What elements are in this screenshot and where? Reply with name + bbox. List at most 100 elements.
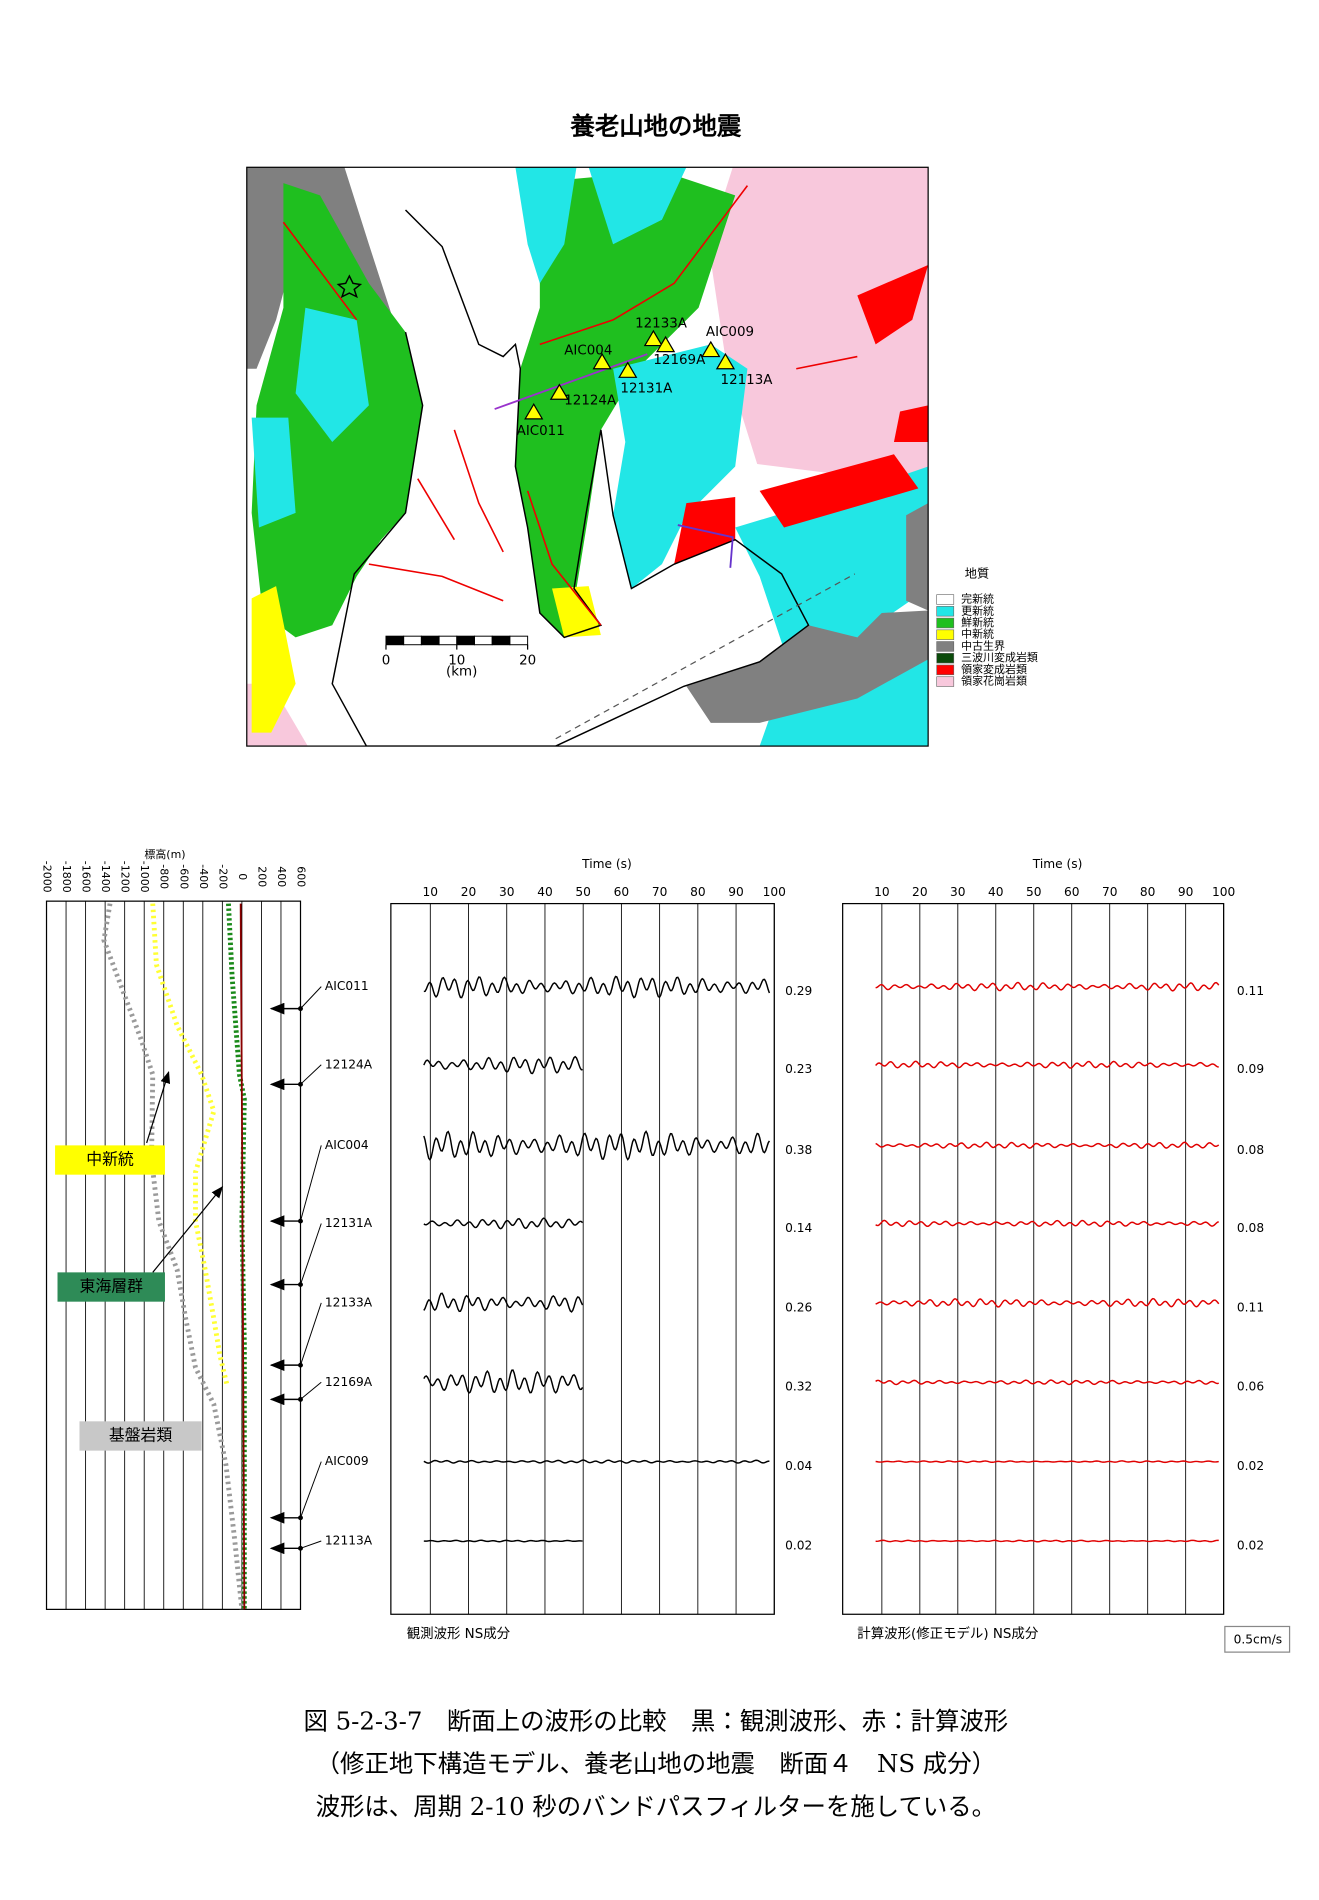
calculated-axis-title: Time (s) [1032,857,1083,871]
caption-line: （修正地下構造モデル、養老山地の地震 断面４ NS 成分） [316,1749,996,1778]
waveform [875,1219,1219,1228]
depth-tick-label: -600 [177,864,190,889]
waveform [423,1369,584,1395]
legend-swatch [936,652,955,664]
scale-unit: (km) [446,665,477,680]
depth-tick-label: 400 [275,866,288,887]
pointer-arrow [146,1070,171,1144]
waveform [875,981,1220,992]
time-tick-label: 30 [950,885,966,899]
depth-tick-label: -1000 [138,861,151,893]
depth-tick-label: -1200 [119,861,132,893]
waveform [423,1130,771,1162]
unit-label: 東海層群 [80,1277,144,1296]
waveform [875,1460,1219,1464]
pointer-arrow [152,1185,224,1273]
amplitude-label: 0.08 [1237,1221,1264,1235]
legend-label: 鮮新統 [961,615,994,629]
time-tick-label: 40 [537,885,553,899]
depth-tick-label: 0 [236,873,249,880]
waveform [875,1141,1220,1149]
time-tick-label: 90 [1178,885,1194,899]
time-tick-label: 90 [728,885,744,899]
time-tick-label: 100 [1212,885,1235,899]
depth-curve [101,903,245,1610]
scale-bar-segment [509,635,529,646]
waveform [423,1055,583,1075]
unit-label-box [57,1272,165,1302]
waveform [423,1459,770,1464]
time-tick-label: 100 [763,885,786,899]
station-label: 12131A [325,1216,373,1230]
station-marker [643,329,664,347]
time-tick-label: 70 [652,885,668,899]
scale-tick-label: 10 [448,654,465,669]
time-tick-label: 10 [423,885,439,899]
amplitude-label: 0.02 [785,1538,812,1552]
station-marker [549,383,569,400]
legend-label: 更新統 [961,603,994,617]
station-pointer [300,1064,322,1085]
time-tick-label: 40 [988,885,1004,899]
time-tick-label: 20 [461,885,477,899]
time-tick-label: 80 [690,885,706,899]
amplitude-label: 0.32 [785,1380,812,1394]
waveform [423,975,771,999]
legend-swatch [936,606,955,617]
station-label: 12133A [325,1295,373,1309]
legend-swatch [936,617,955,629]
time-tick-label: 50 [575,885,591,899]
calculated-caption: 計算波形(修正モデル) NS成分 [857,1625,1039,1642]
legend-label: 三波川変成岩類 [961,650,1038,664]
waveform [875,1379,1219,1386]
scale-tick-label: 0 [382,654,391,669]
station-pointer [300,1461,322,1518]
station-marker [701,340,721,358]
depth-tick-label: -1600 [80,861,93,893]
amplitude-label: 0.02 [1237,1538,1264,1552]
waveform [423,1539,583,1543]
station-label: 12169A [325,1375,373,1389]
amplitude-label: 0.26 [785,1300,812,1314]
scale-bar-segment [491,635,511,646]
amplitude-label: 0.08 [1237,1143,1264,1157]
amplitude-label: 0.06 [1237,1380,1264,1394]
waveform [423,1217,584,1230]
time-tick-label: 60 [614,885,630,899]
unit-label: 基盤岩類 [109,1425,173,1444]
station-marker [655,335,676,353]
depth-tick-label: 200 [255,866,268,887]
scale-bar-segment [474,635,493,646]
depth-curve [239,903,246,1610]
station-pointer [300,1381,322,1400]
observed-axis-title: Time (s) [581,857,632,871]
station-pointer [300,1145,322,1222]
station-label: 12124A [325,1057,373,1071]
station-label: AIC011 [517,424,565,439]
station-label: AIC009 [706,325,754,340]
station-label: AIC011 [325,979,369,993]
legend-label: 完新統 [961,592,994,606]
legend-swatch [936,676,955,687]
observed-caption: 観測波形 NS成分 [407,1626,511,1642]
depth-tick-label: -2000 [41,861,54,893]
time-tick-label: 20 [912,885,928,899]
depth-tick-label: 600 [295,866,308,887]
depth-tick-label: -800 [158,864,171,889]
scale-bar-segment [385,635,405,646]
legend-label: 中古生界 [961,638,1005,652]
scale-box [1224,1625,1291,1653]
station-marker [524,402,544,420]
station-label: 12113A [721,373,774,388]
caption-line: 図 5-2-3-7 断面上の波形の比較 黒：観測波形、赤：計算波形 [303,1706,1008,1735]
station-marker [618,361,638,378]
scale-bar-segment [438,635,458,646]
waveform [875,1060,1219,1069]
scale-tick-label: 20 [519,654,536,669]
amplitude-label: 0.09 [1237,1062,1264,1076]
station-marker [715,352,736,370]
waveform [423,1292,584,1313]
station-label: AIC009 [325,1454,369,1468]
amplitude-label: 0.29 [785,984,812,998]
